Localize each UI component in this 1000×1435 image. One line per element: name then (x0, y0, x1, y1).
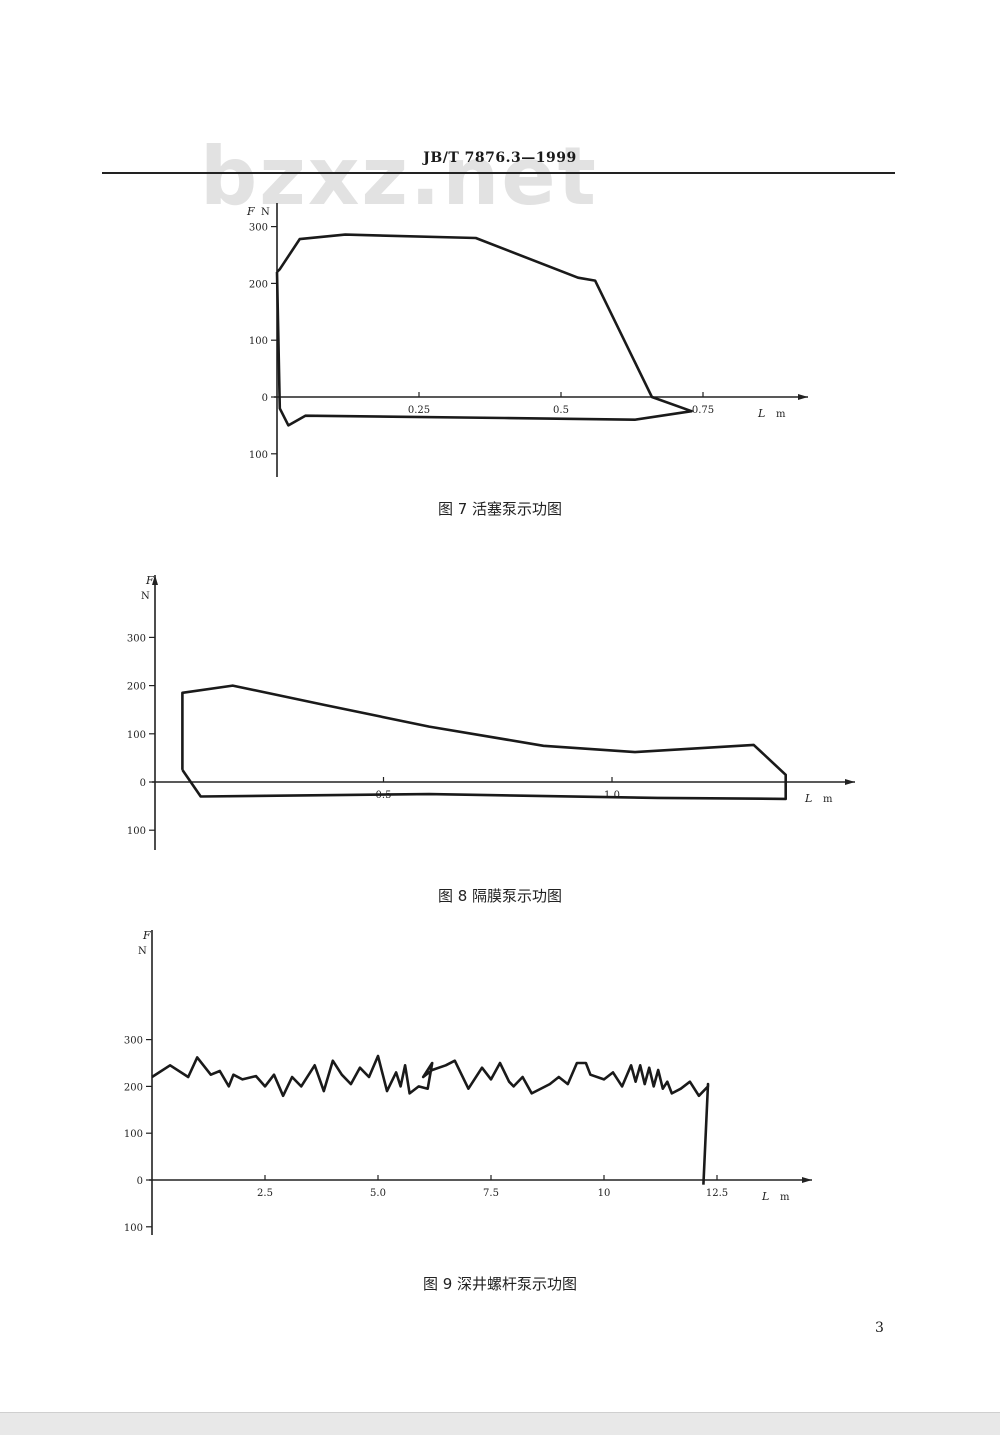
y-tick-label: 300 (249, 223, 268, 234)
y-axis-unit: N (138, 946, 147, 957)
x-axis-label: L (804, 792, 812, 805)
y-tick-label: 200 (127, 682, 146, 693)
y-tick-label: 300 (127, 633, 146, 644)
x-tick-label: 12.5 (706, 1188, 728, 1199)
x-axis-label: L (761, 1190, 769, 1203)
page-number: 3 (875, 1320, 884, 1336)
x-tick-label: 0.5 (553, 405, 569, 416)
y-tick-label: 100 (127, 730, 146, 741)
x-axis-unit: m (776, 409, 786, 420)
x-tick-label: 2.5 (257, 1188, 273, 1199)
y-axis-unit: N (141, 591, 150, 602)
watermark: bzxz.net (200, 130, 598, 223)
indicator-diagram-curve (275, 233, 693, 427)
viewer-bottom-bar (0, 1412, 1000, 1435)
x-tick-label: 0.75 (692, 405, 714, 416)
figure-8-caption: 图 8 隔膜泵示功图 (437, 887, 563, 905)
x-axis-unit: m (823, 794, 833, 805)
figure-9-caption: 图 9 深井螺杆泵示功图 (422, 1275, 578, 1293)
x-axis-arrow (798, 394, 808, 400)
y-tick-label: 200 (124, 1082, 143, 1093)
y-tick-label: 0 (262, 393, 268, 404)
header-rule (102, 172, 895, 174)
x-tick-label: 0.25 (408, 405, 430, 416)
y-tick-label: 100 (249, 450, 268, 461)
y-tick-label: 0 (137, 1176, 143, 1187)
x-tick-label: 5.0 (370, 1188, 386, 1199)
x-axis-unit: m (780, 1192, 790, 1203)
y-axis-label: F (142, 929, 151, 942)
standard-code: JB/T 7876.3—1999 (423, 150, 577, 166)
y-tick-label: 0 (140, 778, 146, 789)
y-axis-unit: N (261, 207, 270, 218)
y-tick-label: 100 (124, 1129, 143, 1140)
y-tick-label: 300 (124, 1036, 143, 1047)
indicator-diagram-curve (151, 1054, 710, 1185)
y-tick-label: 100 (127, 826, 146, 837)
x-axis-arrow (845, 779, 855, 785)
y-tick-label: 100 (124, 1223, 143, 1234)
y-axis-arrow (152, 575, 158, 585)
x-tick-label: 7.5 (483, 1188, 499, 1199)
x-tick-label: 1.0 (604, 790, 620, 801)
indicator-diagram-curve (181, 684, 788, 801)
y-tick-label: 100 (249, 336, 268, 347)
y-tick-label: 200 (249, 279, 268, 290)
y-axis-label: F (145, 574, 154, 587)
y-axis-label: F (246, 205, 255, 218)
x-axis-label: L (757, 407, 765, 420)
figure-7-caption: 图 7 活塞泵示功图 (437, 500, 563, 518)
x-axis-arrow (802, 1177, 812, 1183)
x-tick-label: 10 (598, 1188, 611, 1199)
